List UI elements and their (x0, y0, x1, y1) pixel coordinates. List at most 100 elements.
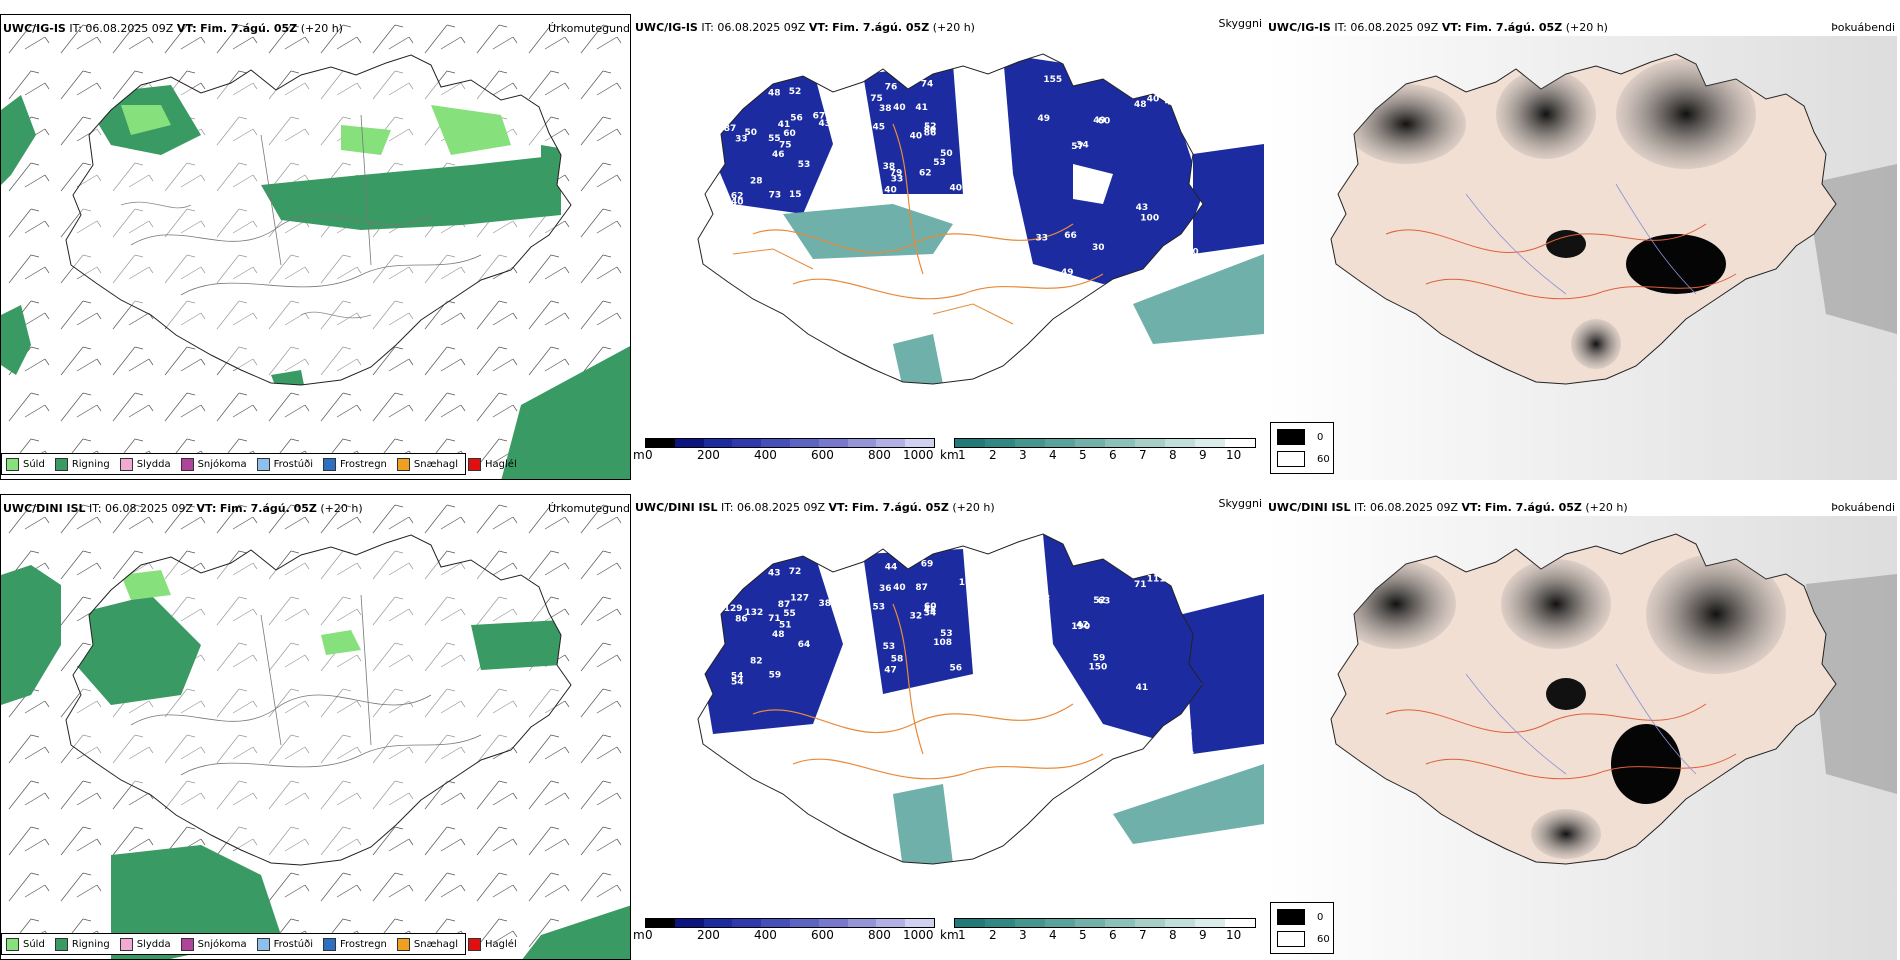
field-name: Skyggni (1218, 497, 1262, 510)
legend-label: Snæhagl (413, 938, 459, 950)
legend-item: Haglél (468, 457, 517, 471)
fog-legend: 0 60 (1270, 902, 1334, 954)
legend-item: Haglél (468, 937, 517, 951)
legend-label: Frostregn (340, 938, 387, 950)
fog-map (1266, 516, 1897, 960)
vis-tick: 4 (1049, 448, 1057, 462)
legend-label: Slydda (136, 458, 171, 470)
height-colorbar-strip (645, 438, 935, 448)
visibility-colorbar-strip (954, 438, 1256, 448)
vis-tick: 9 (1199, 448, 1207, 462)
vt-label: VT: (828, 501, 849, 514)
legend-item: Rigning (54, 457, 110, 471)
height-unit: m (633, 448, 645, 462)
vis-tick: 1 (958, 928, 966, 942)
it-label: IT: (721, 501, 734, 514)
legend-swatch (396, 937, 410, 951)
model-name: UWC/DINI ISL (635, 501, 718, 514)
vis-tick: 2 (989, 448, 997, 462)
fog-legend-row: 0 (1277, 429, 1323, 445)
legend-item: Snjókoma (180, 457, 247, 471)
it-label: IT: (1354, 501, 1367, 514)
legend-swatch (468, 937, 482, 951)
vis-unit: km (940, 448, 959, 462)
legend-item: Slydda (119, 457, 171, 471)
legend-item: Frostúði (256, 457, 313, 471)
legend-item: Súld (6, 937, 45, 951)
legend-swatch (468, 457, 482, 471)
height-tick: 600 (811, 448, 834, 462)
panel-fog-bottom: UWC/DINI ISL IT: 06.08.2025 09Z VT: Fim.… (1266, 494, 1897, 960)
legend-label: Frostúði (273, 938, 313, 950)
height-tick: 0 (645, 928, 653, 942)
height-tick: 1000 (903, 448, 934, 462)
panel-header: UWC/IG-IS IT: 06.08.2025 09Z VT: Fim. 7.… (633, 14, 1264, 40)
vt-label: VT: (1461, 501, 1482, 514)
vis-tick: 6 (1109, 928, 1117, 942)
legend-label: Snjókoma (197, 458, 247, 470)
it-value: 06.08.2025 09Z (1350, 21, 1439, 34)
height-unit: m (633, 928, 645, 942)
legend-swatch (119, 457, 133, 471)
fog-swatch (1277, 909, 1305, 925)
visibility-colorbar: km 1 2 3 4 5 6 7 8 9 10 (940, 918, 1260, 948)
panel-header: UWC/IG-IS IT: 06.08.2025 09Z VT: Fim. 7.… (1266, 14, 1897, 40)
it-label: IT: (1334, 21, 1347, 34)
precip-map (1, 495, 630, 959)
visibility-colorbar: km 1 2 3 4 5 6 7 8 9 10 (940, 438, 1260, 468)
legend-item: Snæhagl (396, 937, 459, 951)
vis-tick: 3 (1019, 448, 1027, 462)
visibility-colorbar-strip (954, 918, 1256, 928)
vt-label: VT: (1441, 21, 1462, 34)
height-tick: 0 (645, 448, 653, 462)
fog-legend-row: 60 (1277, 931, 1330, 947)
height-tick: 200 (697, 928, 720, 942)
vis-tick: 7 (1139, 448, 1147, 462)
legend-item: Súld (6, 457, 45, 471)
legend-swatch (54, 937, 68, 951)
field-name: Þokuábendi (1831, 501, 1895, 514)
height-colorbar: m 0 200 400 600 800 1000 (633, 438, 935, 468)
it-value: 06.08.2025 09Z (105, 502, 194, 515)
it-value: 06.08.2025 09Z (85, 22, 174, 35)
legend-swatch (54, 457, 68, 471)
vt-label: VT: (176, 22, 197, 35)
height-tick: 800 (868, 928, 891, 942)
model-name: UWC/IG-IS (1268, 21, 1331, 34)
vis-tick: 4 (1049, 928, 1057, 942)
it-value: 06.08.2025 09Z (717, 21, 806, 34)
panel-precip-bottom: UWC/DINI ISL IT: 06.08.2025 09Z VT: Fim.… (0, 494, 631, 960)
it-label: IT: (701, 21, 714, 34)
vt-label: VT: (196, 502, 217, 515)
model-name: UWC/DINI ISL (1268, 501, 1351, 514)
vt-value: Fim. 7.ágú. 05Z (1484, 501, 1582, 514)
vis-tick: 8 (1169, 928, 1177, 942)
height-tick: 800 (868, 448, 891, 462)
fog-swatch (1277, 931, 1305, 947)
panel-header: UWC/DINI ISL IT: 06.08.2025 09Z VT: Fim.… (1, 495, 630, 521)
visibility-map (697, 53, 1264, 385)
field-name: Úrkomutegund (548, 22, 630, 35)
vis-tick: 10 (1226, 928, 1242, 942)
legend-label: Haglél (485, 458, 517, 470)
legend-label: Súld (23, 938, 45, 950)
vis-tick: 3 (1019, 928, 1027, 942)
legend-label: Frostúði (273, 458, 313, 470)
legend-swatch (323, 457, 336, 471)
legend-swatch (396, 457, 410, 471)
vis-tick: 7 (1139, 928, 1147, 942)
panel-header: UWC/DINI ISL IT: 06.08.2025 09Z VT: Fim.… (1266, 494, 1897, 520)
it-value: 06.08.2025 09Z (1370, 501, 1459, 514)
legend-item: Frostregn (323, 937, 387, 951)
height-tick: 400 (754, 928, 777, 942)
vis-tick: 9 (1199, 928, 1207, 942)
height-tick: 600 (811, 928, 834, 942)
legend-item: Slydda (119, 937, 171, 951)
precip-map (1, 15, 630, 479)
legend-swatch (6, 937, 19, 951)
legend-label: Slydda (136, 938, 171, 950)
precip-legend: Súld Rigning Slydda Snjókoma Frostúði Fr… (1, 933, 517, 955)
model-name: UWC/DINI ISL (3, 502, 86, 515)
vt-value: Fim. 7.ágú. 05Z (1465, 21, 1563, 34)
precip-legend: Súld Rigning Slydda Snjókoma Frostúði Fr… (1, 453, 517, 475)
